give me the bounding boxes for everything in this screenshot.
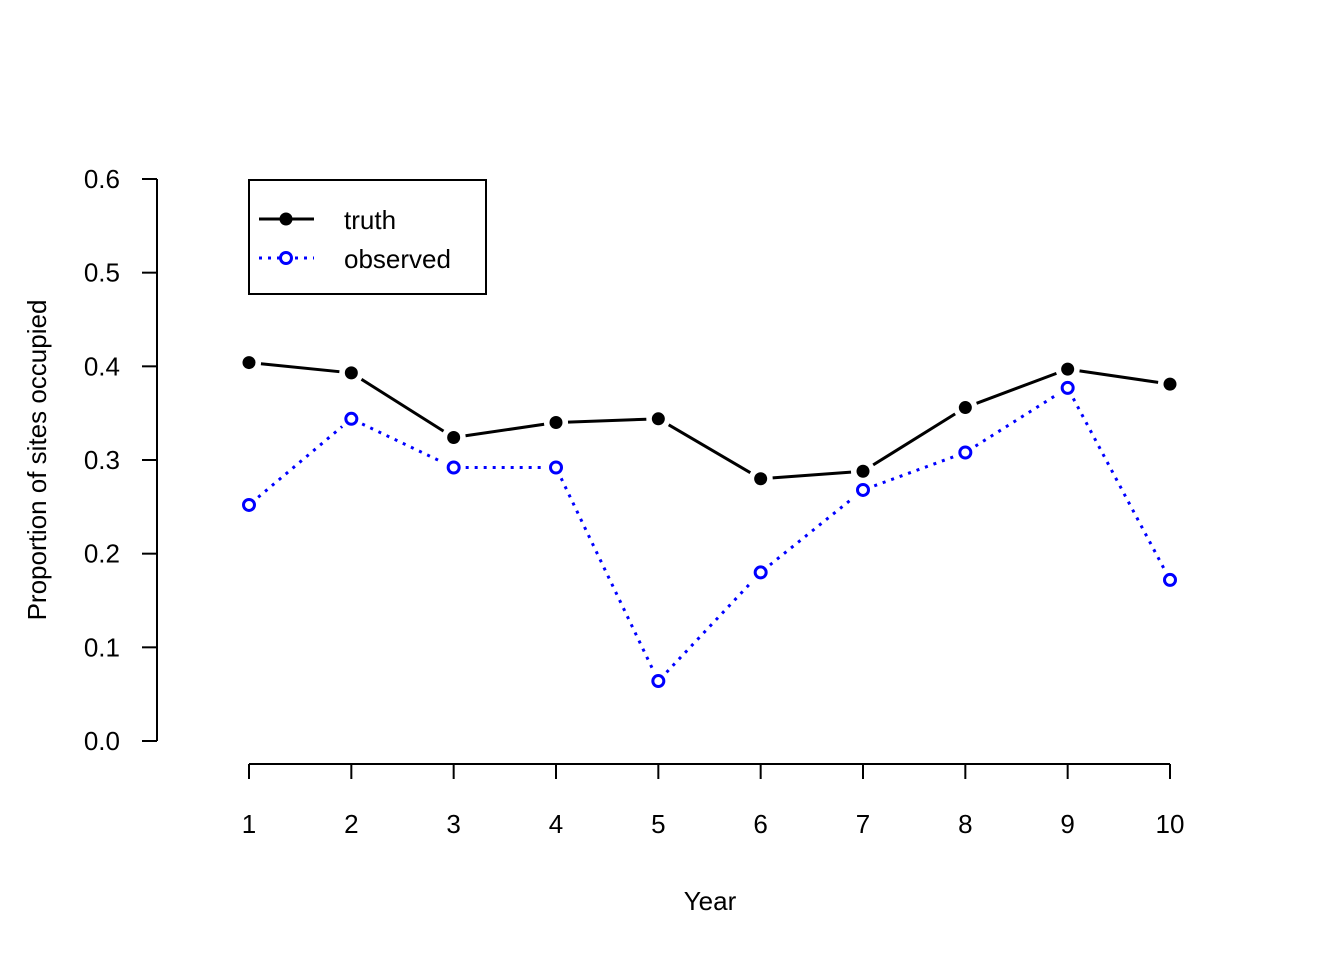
truth-point (1163, 377, 1177, 391)
legend: truth observed (248, 179, 487, 295)
truth-segment (567, 417, 647, 424)
x-tick-label: 8 (958, 809, 972, 839)
x-tick-label: 1 (242, 809, 256, 839)
observed-point (1163, 572, 1177, 587)
truth-segment (667, 423, 752, 474)
truth-point (242, 356, 256, 370)
observed-point (1060, 380, 1075, 395)
y-axis: 0.0 0.1 0.2 0.3 0.4 0.5 0.6 (84, 164, 158, 756)
truth-point (651, 412, 665, 426)
truth-point (856, 464, 870, 478)
y-tick-label: 0.0 (84, 726, 120, 756)
legend-observed-marker (279, 251, 293, 265)
observed-point (446, 460, 461, 475)
x-axis: 1 2 3 4 5 6 7 8 9 10 (242, 763, 1185, 839)
truth-segment (465, 422, 545, 438)
truth-point (958, 401, 972, 415)
y-axis-title: Proportion of sites occupied (22, 300, 52, 621)
truth-segment (976, 371, 1057, 405)
y-tick-label: 0.1 (84, 632, 120, 662)
x-tick-label: 4 (549, 809, 563, 839)
observed-segment (559, 477, 655, 671)
observed-segment (361, 422, 444, 464)
observed-segment (257, 425, 344, 499)
x-tick-label: 2 (344, 809, 358, 839)
x-axis-title: Year (684, 886, 737, 916)
series-layer (242, 356, 1177, 689)
observed-point (242, 497, 256, 512)
x-tick-label: 3 (446, 809, 460, 839)
observed-point (856, 482, 870, 497)
legend-observed-label: observed (344, 244, 451, 274)
y-tick-label: 0.2 (84, 539, 120, 569)
observed-point (753, 565, 768, 580)
truth-point (344, 366, 358, 380)
truth-segment (1079, 369, 1159, 384)
x-tick-label: 9 (1060, 809, 1074, 839)
y-tick-label: 0.6 (84, 164, 120, 194)
truth-point (549, 416, 563, 430)
observed-segment (769, 496, 855, 567)
x-tick-label: 7 (856, 809, 870, 839)
x-tick-label: 6 (753, 809, 767, 839)
observed-segment (873, 455, 955, 488)
x-tick-label: 5 (651, 809, 665, 839)
y-tick-label: 0.4 (84, 351, 120, 381)
truth-point (1061, 362, 1075, 376)
observed-segment (1071, 397, 1166, 571)
observed-segment (974, 393, 1059, 448)
legend-truth-marker (279, 212, 293, 226)
truth-segment (872, 412, 956, 467)
observed-point (958, 445, 973, 460)
truth-segment (360, 378, 445, 433)
series-observed (242, 380, 1177, 689)
legend-box (248, 179, 487, 295)
series-truth (242, 356, 1177, 486)
observed-point (651, 674, 666, 689)
truth-segment (260, 362, 340, 374)
legend-truth-label: truth (344, 205, 396, 235)
y-tick-label: 0.3 (84, 445, 120, 475)
observed-point (549, 460, 563, 475)
x-tick-label: 10 (1156, 809, 1185, 839)
observed-point (344, 411, 359, 426)
truth-point (447, 431, 461, 445)
truth-point (754, 472, 768, 486)
truth-segment (772, 470, 852, 480)
observed-segment (665, 580, 754, 674)
y-tick-label: 0.5 (84, 258, 120, 288)
